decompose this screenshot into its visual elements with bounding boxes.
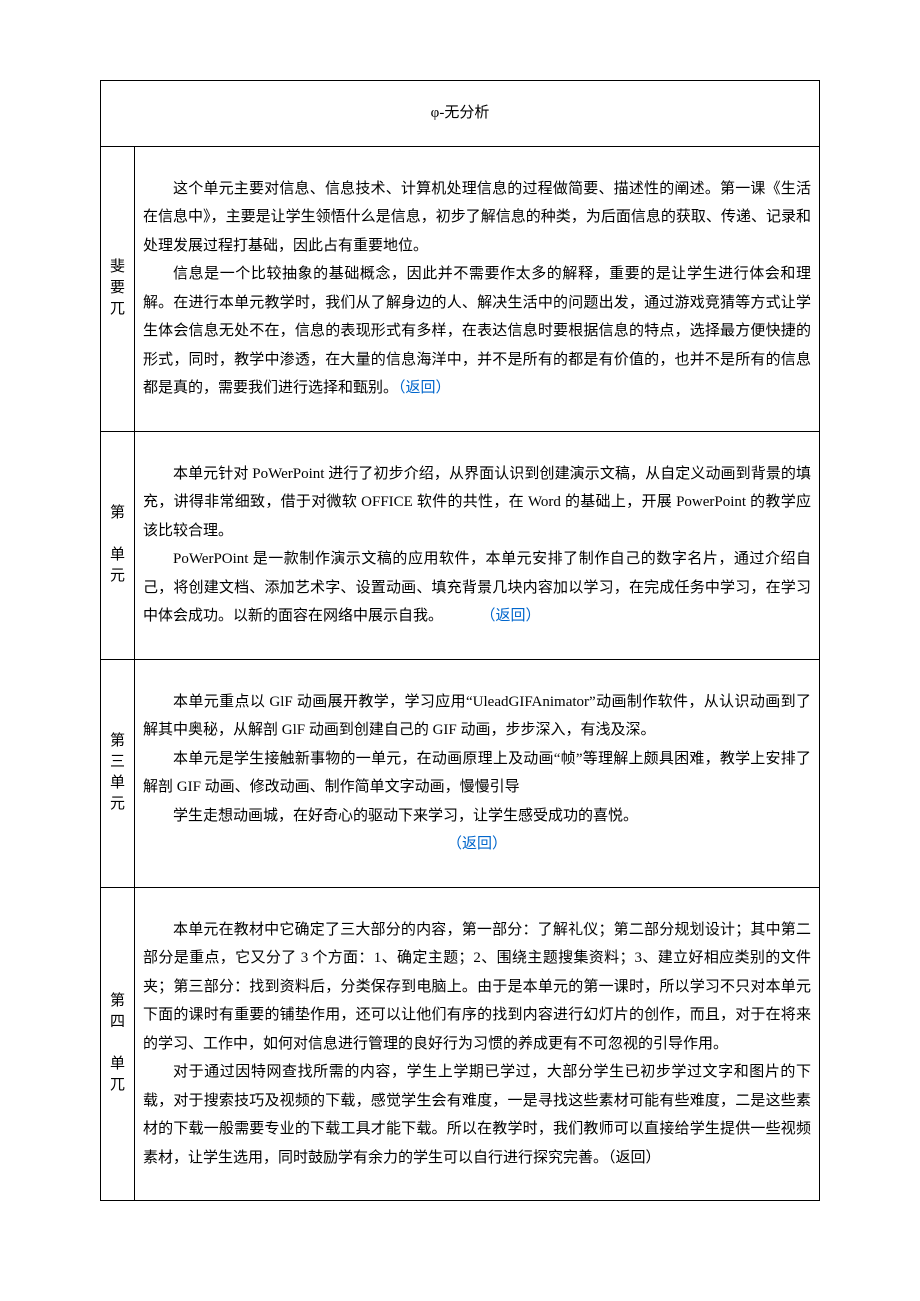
- return-line: （返回）: [143, 830, 811, 859]
- label-char: 斐: [103, 257, 132, 278]
- row-label-cell: 斐 要 兀: [101, 146, 135, 431]
- paragraph: 这个单元主要对信息、信息技术、计算机处理信息的过程做简要、描述性的阐述。第一课《…: [143, 175, 811, 261]
- label-char: [103, 524, 132, 545]
- paragraph: 信息是一个比较抽象的基础概念，因此并不需要作太多的解释，重要的是让学生进行体会和…: [143, 260, 811, 403]
- label-char: 单: [103, 773, 132, 794]
- label-char: 第: [103, 731, 132, 752]
- paragraph: 本单元在教材中它确定了三大部分的内容，第一部分：了解礼仪；第二部分规划设计；其中…: [143, 916, 811, 1059]
- label-char: 兀: [103, 299, 132, 320]
- label-char: 第: [103, 503, 132, 524]
- row-content-cell: 本单元重点以 GlF 动画展开教学，学习应用“UleadGIFAnimator”…: [135, 659, 820, 887]
- paragraph: 对于通过因特网查找所需的内容，学生上学期已学过，大部分学生已初步学过文字和图片的…: [143, 1058, 811, 1172]
- row-content-cell: 这个单元主要对信息、信息技术、计算机处理信息的过程做简要、描述性的阐述。第一课《…: [135, 146, 820, 431]
- return-link[interactable]: （返回）: [447, 836, 507, 852]
- paragraph-text: 对于通过因特网查找所需的内容，学生上学期已学过，大部分学生已初步学过文字和图片的…: [143, 1064, 811, 1166]
- return-link[interactable]: （返回）: [398, 380, 451, 396]
- paragraph: 学生走想动画城，在好奇心的驱动下来学习，让学生感受成功的喜悦。: [143, 802, 811, 831]
- paragraph: PoWerPOint 是一款制作演示文稿的应用软件，本单元安排了制作自己的数字名…: [143, 545, 811, 631]
- label-char: 要: [103, 278, 132, 299]
- title-cell: φ-无分析: [101, 81, 820, 147]
- label-char: 单: [103, 1054, 132, 1075]
- title-row: φ-无分析: [101, 81, 820, 147]
- paragraph: 本单元重点以 GlF 动画展开教学，学习应用“UleadGIFAnimator”…: [143, 688, 811, 745]
- row-content-cell: 本单元在教材中它确定了三大部分的内容，第一部分：了解礼仪；第二部分规划设计；其中…: [135, 887, 820, 1201]
- table-row: 第 单 元 本单元针对 PoWerPoint 进行了初步介绍，从界面认识到创建演…: [101, 431, 820, 659]
- content-table: φ-无分析 斐 要 兀 这个单元主要对信息、信息技术、计算机处理信息的过程做简要…: [100, 80, 820, 1201]
- label-char: 兀: [103, 1075, 132, 1096]
- table-row: 第 四 单 兀 本单元在教材中它确定了三大部分的内容，第一部分：了解礼仪；第二部…: [101, 887, 820, 1201]
- label-char: 第: [103, 991, 132, 1012]
- label-char: 元: [103, 566, 132, 587]
- row-label-cell: 第 单 元: [101, 431, 135, 659]
- paragraph: 本单元是学生接触新事物的一单元，在动画原理上及动画“帧”等理解上颇具困难，教学上…: [143, 745, 811, 802]
- return-link[interactable]: （返回）: [488, 608, 541, 624]
- table-title: φ-无分析: [431, 105, 490, 121]
- label-char: [103, 1033, 132, 1054]
- table-row: 第 三 单 元 本单元重点以 GlF 动画展开教学，学习应用“UleadGIFA…: [101, 659, 820, 887]
- paragraph-text: 信息是一个比较抽象的基础概念，因此并不需要作太多的解释，重要的是让学生进行体会和…: [143, 266, 811, 396]
- paragraph-text: PoWerPOint 是一款制作演示文稿的应用软件，本单元安排了制作自己的数字名…: [143, 551, 811, 624]
- label-char: 单: [103, 545, 132, 566]
- table-row: 斐 要 兀 这个单元主要对信息、信息技术、计算机处理信息的过程做简要、描述性的阐…: [101, 146, 820, 431]
- return-link[interactable]: （返回）: [608, 1150, 661, 1166]
- row-label-cell: 第 四 单 兀: [101, 887, 135, 1201]
- document-page: φ-无分析 斐 要 兀 这个单元主要对信息、信息技术、计算机处理信息的过程做简要…: [0, 0, 920, 1281]
- label-char: 元: [103, 794, 132, 815]
- paragraph: 本单元针对 PoWerPoint 进行了初步介绍，从界面认识到创建演示文稿，从自…: [143, 460, 811, 546]
- row-label-cell: 第 三 单 元: [101, 659, 135, 887]
- label-char: 三: [103, 752, 132, 773]
- row-content-cell: 本单元针对 PoWerPoint 进行了初步介绍，从界面认识到创建演示文稿，从自…: [135, 431, 820, 659]
- label-char: 四: [103, 1012, 132, 1033]
